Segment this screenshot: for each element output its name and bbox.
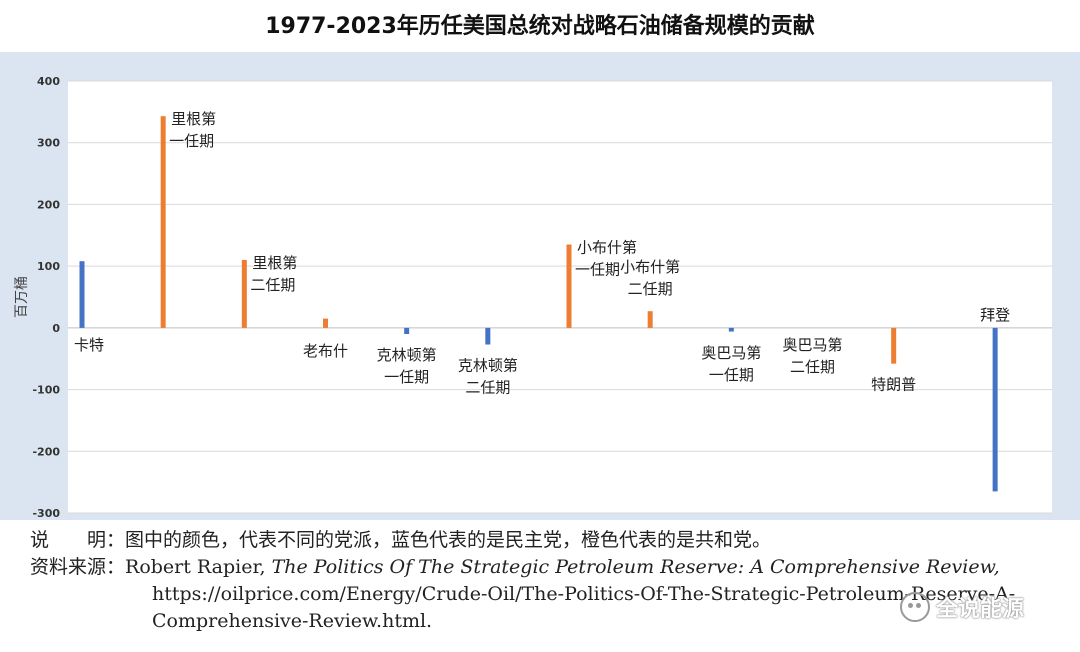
watermark: 全说能源 bbox=[900, 590, 1070, 624]
chart-area: -300 -200 -100 0 100 200 300 400 百万桶 卡特 里根第 一任期 里根第二… bbox=[0, 52, 1080, 520]
watermark-text: 全说能源 bbox=[936, 597, 1025, 622]
notes-block: 说 明：图中的颜色，代表不同的党派，蓝色代表的是民主党，橙色代表的是共和党。 资… bbox=[30, 527, 1070, 635]
category-label: 一任期 bbox=[575, 261, 620, 279]
notes-source-author: Robert Rapier, bbox=[125, 556, 272, 578]
category-label: 二任期 bbox=[465, 379, 510, 397]
category-label: 二任期 bbox=[250, 276, 295, 294]
bar-1 bbox=[79, 261, 85, 328]
bar-chart: -300-200-1000100200300400百万桶卡特里根第一任期里根第二… bbox=[0, 52, 1080, 520]
category-label: 克林顿第 bbox=[458, 357, 518, 375]
category-label: 一任期 bbox=[169, 132, 214, 150]
category-label: 小布什第 bbox=[577, 239, 637, 257]
category-label: 奥巴马第 bbox=[782, 336, 842, 354]
category-label: 一任期 bbox=[709, 366, 754, 384]
y-tick-label: 300 bbox=[37, 137, 60, 150]
category-label: 一任期 bbox=[384, 368, 429, 386]
notes-explanation-text: 图中的颜色，代表不同的党派，蓝色代表的是民主党，橙色代表的是共和党。 bbox=[125, 529, 772, 551]
category-label: 老布什 bbox=[303, 342, 348, 360]
notes-source-url-line2: Comprehensive-Review.html. bbox=[152, 610, 433, 632]
bar-11 bbox=[891, 327, 897, 364]
notes-explanation-label: 说 明： bbox=[30, 529, 126, 551]
bar-3 bbox=[241, 259, 247, 328]
wechat-icon bbox=[900, 592, 930, 622]
category-label: 卡特 bbox=[74, 336, 104, 354]
y-tick-label: -200 bbox=[32, 445, 60, 458]
category-label: 奥巴马第 bbox=[701, 344, 761, 362]
category-label: 特朗普 bbox=[871, 376, 916, 394]
bar-12 bbox=[992, 327, 998, 492]
bar-9 bbox=[728, 327, 734, 332]
plot-background bbox=[68, 81, 1052, 513]
bar-5 bbox=[404, 327, 410, 335]
notes-source: 资料来源：Robert Rapier, The Politics Of The … bbox=[30, 554, 1070, 581]
bar-4 bbox=[323, 318, 328, 328]
chart-title: 1977-2023年历任美国总统对战略石油储备规模的贡献 bbox=[265, 14, 815, 39]
y-tick-label: 400 bbox=[37, 75, 60, 88]
category-label: 里根第 bbox=[252, 254, 297, 272]
y-tick-label: 200 bbox=[37, 198, 60, 211]
notes-source-title: The Politics Of The Strategic Petroleum … bbox=[271, 556, 1000, 578]
category-label: 里根第 bbox=[171, 110, 216, 128]
category-label: 二任期 bbox=[628, 280, 673, 298]
category-label: 拜登 bbox=[980, 306, 1010, 324]
y-tick-label: 0 bbox=[52, 322, 60, 335]
y-tick-label: 100 bbox=[37, 260, 60, 273]
bar-8 bbox=[647, 311, 653, 328]
category-label: 二任期 bbox=[790, 358, 835, 376]
y-tick-label: -300 bbox=[32, 507, 60, 520]
category-label: 克林顿第 bbox=[377, 346, 437, 364]
notes-source-url-line1: https://oilprice.com/Energy/Crude-Oil/Th… bbox=[152, 583, 1016, 605]
bar-2 bbox=[160, 116, 166, 328]
y-tick-label: -100 bbox=[32, 384, 60, 397]
notes-source-label: 资料来源： bbox=[30, 556, 126, 578]
bar-7 bbox=[566, 244, 572, 328]
category-label: 小布什第 bbox=[620, 258, 680, 276]
notes-explanation: 说 明：图中的颜色，代表不同的党派，蓝色代表的是民主党，橙色代表的是共和党。 bbox=[30, 527, 1070, 554]
bar-6 bbox=[485, 327, 491, 345]
y-axis-label: 百万桶 bbox=[14, 276, 30, 318]
